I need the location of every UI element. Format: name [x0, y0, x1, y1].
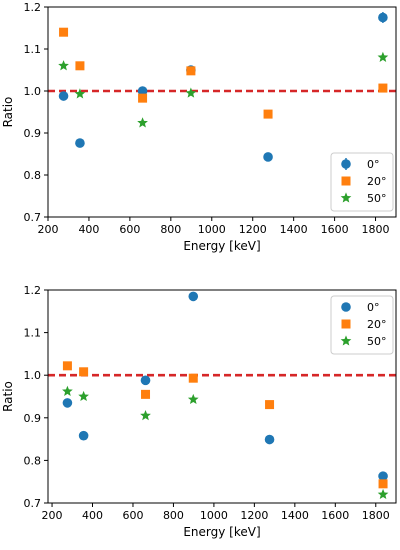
x-tick-label: 1000 [200, 509, 228, 522]
data-point [58, 60, 69, 71]
legend: 0° 20° 50° [330, 295, 394, 355]
x-tick-label: 1000 [198, 223, 226, 236]
legend: 0° 20° 50° [330, 152, 394, 212]
data-point [62, 398, 73, 408]
y-tick-label: 0.9 [24, 127, 42, 140]
x-axis-label: Energy [keV] [183, 239, 260, 253]
legend-label: 20° [367, 175, 387, 188]
y-tick-label: 1.2 [24, 284, 42, 297]
data-point [186, 66, 196, 76]
data-point [59, 27, 69, 37]
data-point [263, 152, 273, 162]
x-tick-label: 1400 [280, 223, 308, 236]
legend-marker [340, 335, 352, 346]
data-point [74, 88, 86, 99]
y-tick-label: 1.1 [24, 43, 42, 56]
x-tick-label: 200 [38, 223, 59, 236]
data-point [62, 361, 72, 371]
data-point [378, 12, 388, 23]
data-point [137, 86, 148, 96]
x-tick-label: 200 [42, 509, 63, 522]
series-2 [58, 51, 389, 128]
data-point [265, 400, 275, 410]
legend-marker [341, 319, 351, 329]
data-point [264, 434, 275, 445]
data-point [141, 389, 151, 399]
data-point [185, 87, 197, 98]
data-point [140, 375, 151, 386]
y-axis-label: Ratio [1, 97, 15, 128]
x-tick-label: 600 [122, 509, 143, 522]
series-2 [62, 385, 389, 500]
data-point [188, 373, 198, 383]
plot-frame [47, 6, 397, 218]
y-tick-label: 0.8 [24, 454, 42, 467]
x-tick-label: 1200 [240, 509, 268, 522]
data-point [62, 385, 73, 396]
legend-marker [341, 159, 351, 169]
y-tick-label: 0.7 [24, 497, 42, 510]
data-point [377, 51, 389, 62]
legend-marker [341, 176, 351, 186]
x-axis-label: Energy [keV] [183, 525, 260, 539]
x-tick-label: 400 [82, 509, 103, 522]
y-tick-label: 1.2 [24, 1, 42, 14]
legend-label: 50° [367, 335, 387, 348]
y-tick-label: 1.1 [24, 327, 42, 340]
legend-label: 0° [367, 158, 380, 171]
legend-marker [341, 302, 351, 312]
data-point [138, 93, 148, 103]
y-axis-label: Ratio [1, 381, 15, 412]
data-point [78, 430, 89, 441]
y-tick-label: 0.9 [24, 412, 42, 425]
legend-label: 0° [367, 301, 380, 314]
data-point [140, 410, 151, 421]
series-1 [59, 27, 388, 119]
legend-label: 20° [367, 318, 387, 331]
chart-panel-2: 200 400 600 800 1000 1200 1400 1600 1800 0.7 0.8 0.… [1, 284, 397, 539]
data-point [187, 393, 199, 405]
x-tick-label: 1200 [239, 223, 267, 236]
data-point [378, 479, 388, 489]
y-tick-label: 1.0 [24, 369, 42, 382]
x-tick-label: 800 [160, 223, 181, 236]
x-tick-label: 1800 [362, 223, 390, 236]
x-tick-label: 1800 [362, 509, 390, 522]
data-point [263, 109, 273, 119]
y-tick-label: 0.7 [24, 211, 42, 224]
legend-marker [340, 192, 352, 203]
legend-label: 50° [367, 192, 387, 205]
series-0 [58, 12, 388, 162]
data-point [188, 291, 199, 302]
series-0 [62, 291, 388, 481]
x-tick-label: 1600 [321, 509, 349, 522]
data-point [75, 61, 85, 71]
x-tick-label: 1600 [321, 223, 349, 236]
data-point [79, 367, 89, 377]
y-tick-label: 0.8 [24, 169, 42, 182]
data-point [75, 138, 85, 148]
plot-frame [47, 289, 397, 504]
x-tick-label: 400 [78, 223, 99, 236]
x-tick-label: 600 [119, 223, 140, 236]
data-point [377, 488, 389, 500]
data-point [378, 471, 388, 481]
chart-panel-1: 200 400 600 800 1000 1200 1400 1600 1800 0.7 0.8 0.… [1, 1, 397, 253]
y-tick-label: 1.0 [24, 85, 42, 98]
data-point [58, 91, 69, 101]
data-point [78, 390, 89, 402]
x-tick-label: 800 [163, 509, 184, 522]
data-point [378, 83, 388, 93]
x-tick-label: 1400 [281, 509, 309, 522]
data-point [137, 117, 148, 128]
series-1 [62, 361, 388, 489]
